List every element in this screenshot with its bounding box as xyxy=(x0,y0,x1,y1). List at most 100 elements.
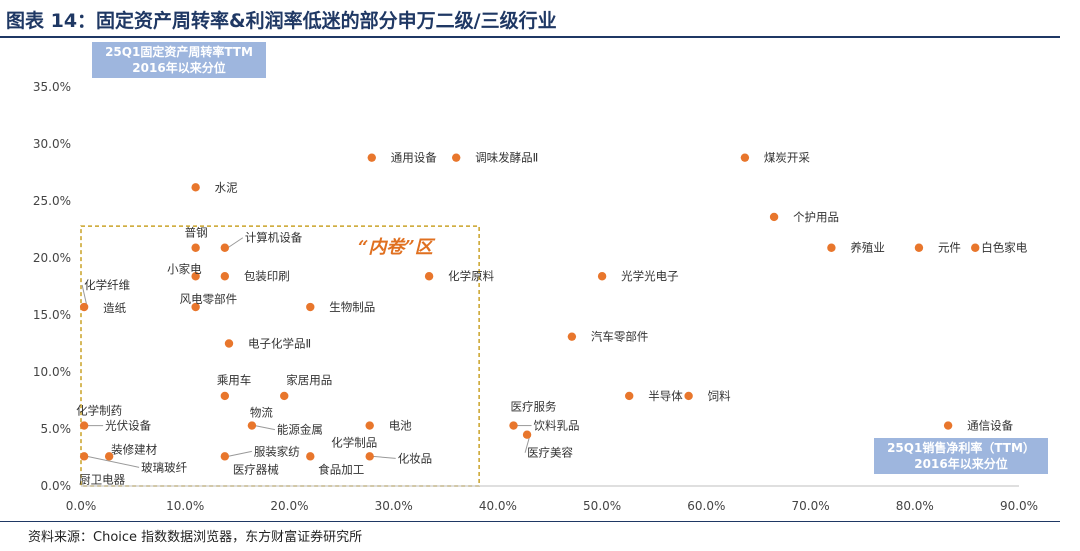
point-label: 调味发酵品Ⅱ xyxy=(475,151,538,165)
point-label: 元件 xyxy=(938,241,961,255)
point-label: 生物制品 xyxy=(329,300,375,314)
pt-e7949fe789a9e588b6e59381 xyxy=(306,302,315,312)
pt-e699aee992a2 xyxy=(191,243,200,252)
point-label: 化学原料 xyxy=(448,269,494,283)
point-label: 电池 xyxy=(389,419,412,433)
point-label: 包装印刷 xyxy=(244,269,290,283)
y-axis-note: 25Q1固定资产周转率TTM 2016年以来分位 xyxy=(92,42,266,78)
point-label: 物流 xyxy=(250,406,273,420)
point-label: 风电零部件 xyxy=(180,292,238,306)
pt-e6b1bde8bda6e99bb6e983a8e4bbb6 xyxy=(567,332,577,341)
pt-e8a385e4bfaee5bbbae69d90 xyxy=(104,452,114,461)
leader-line xyxy=(227,450,252,457)
x-tick-label: 50.0% xyxy=(583,499,621,513)
pt-e58ea8e58dabe794b5e599a8 xyxy=(79,452,89,461)
x-tick-label: 10.0% xyxy=(166,499,204,513)
point-label: 计算机设备 xyxy=(245,231,303,245)
chart-title: 图表 14：固定资产周转率&利润率低迷的部分申万二级/三级行业 xyxy=(6,10,557,32)
pt-e4b998e794a8e8bda6 xyxy=(220,391,230,401)
pt-e58c96e5ada6e58e9fe69699 xyxy=(424,272,434,281)
x-axis-note-line-2: 2016年以来分位 xyxy=(914,457,1008,471)
pt-e9809ae4bfa1e8aebee5a487 xyxy=(943,421,953,430)
source-rule xyxy=(0,521,1060,522)
point-label: 能源金属 xyxy=(277,423,323,437)
pt-e789a9e6b581 xyxy=(247,421,257,430)
point-label: 养殖业 xyxy=(850,241,885,255)
leader-line xyxy=(81,284,88,308)
leader-line xyxy=(254,425,276,431)
y-axis-note-line-1: 25Q1固定资产周转率TTM xyxy=(105,45,253,59)
x-tick-label: 90.0% xyxy=(1000,499,1038,513)
pt-e58c96e5ada6e7baa4e7bbb4 xyxy=(79,302,89,312)
x-tick-label: 70.0% xyxy=(791,499,829,513)
x-tick-label: 60.0% xyxy=(687,499,725,513)
point-labels: 通用设备 调味发酵品Ⅱ 煤炭开采水泥个护用品普钢 计算机设备养殖业 元件 白色家电小家电包… xyxy=(76,151,1028,487)
y-tick-label: 10.0% xyxy=(33,365,71,379)
point-label: 厨卫电器 xyxy=(79,472,125,486)
point-label: 电子化学品Ⅱ xyxy=(248,337,311,351)
point-label: 光学光电子 xyxy=(621,269,679,283)
pt-e4b8aae68aa4e794a8e59381 xyxy=(769,212,779,222)
y-tick-label: 5.0% xyxy=(41,422,72,436)
pt-e58583e4bbb6 xyxy=(914,243,924,252)
point-label: 化学纤维 xyxy=(84,278,130,292)
point-label: 食品加工 xyxy=(318,462,364,476)
pt-e8aea1e7ae97e69cbae8aebee5a487 xyxy=(220,243,230,252)
pt-e5b08fe5aeb6e794b5 xyxy=(191,272,200,281)
point-label: 水泥 xyxy=(215,180,238,194)
y-tick-label: 35.0% xyxy=(33,80,71,94)
pt-e69c8de8a385e5aeb6e7baba xyxy=(220,452,230,461)
y-tick-label: 20.0% xyxy=(33,251,71,265)
point-label: 煤炭开采 xyxy=(764,151,810,165)
x-tick-label: 0.0% xyxy=(66,499,97,513)
pt-e9a5b2e69699 xyxy=(684,391,693,401)
point-label: 光伏设备 xyxy=(105,419,151,433)
y-tick-label: 0.0% xyxy=(41,479,72,493)
point-label: 饮料乳品 xyxy=(534,419,580,433)
y-tick-label: 30.0% xyxy=(33,137,71,151)
x-ticks: 0.0% 10.0% 20.0% 30.0% 40.0% 50.0% 60.0% 70.0% 8… xyxy=(66,499,1038,513)
pt-e58589e5ada6e58589e794b5e5ad90 xyxy=(597,272,607,281)
y-ticks: 0.0% 5.0% 10.0% 15.0% 20.0% 25.0% 30.0% 35.0% xyxy=(33,80,71,493)
pt-e799bde889b2e5aeb6e794b5 xyxy=(971,243,980,252)
pt-e58cbbe79697e69c8de58aa1 xyxy=(509,421,518,430)
pt-e58cbbe79697e7be8ee5aeb9 xyxy=(522,430,532,439)
point-label: 通信设备 xyxy=(967,419,1013,433)
x-tick-label: 80.0% xyxy=(896,499,934,513)
point-label: 医疗器械 xyxy=(233,462,279,476)
point-label: 半导体 xyxy=(648,389,683,403)
point-label: 玻璃玻纤 xyxy=(141,460,187,474)
point-label: 普钢 xyxy=(185,226,208,240)
x-tick-label: 20.0% xyxy=(270,499,308,513)
point-label: 汽车零部件 xyxy=(591,330,649,344)
source-note: 资料来源：Choice 指数数据浏览器，东方财富证券研究所 xyxy=(28,530,363,545)
leader-line xyxy=(372,455,396,459)
point-label: 通用设备 xyxy=(391,151,437,165)
y-tick-label: 15.0% xyxy=(33,308,71,322)
pt-e58c85e8a385e58db0e588b7 xyxy=(220,272,230,281)
y-axis-note-line-2: 2016年以来分位 xyxy=(132,61,226,75)
pt-e58d8ae5afbce4bd93 xyxy=(625,391,634,401)
pt-e9809ae794a8e8aebee5a487 xyxy=(367,153,376,162)
x-axis-note-line-1: 25Q1销售净利率（TTM） xyxy=(887,441,1035,455)
point-label: 化妆品 xyxy=(398,451,433,465)
point-label: 乘用车 xyxy=(217,373,252,387)
point-label: 化学制药 xyxy=(76,404,122,418)
pt-e58c96e5ada6e588b6e59381 xyxy=(306,452,315,461)
points xyxy=(79,153,980,461)
leader-line xyxy=(227,237,244,249)
point-label: 家居用品 xyxy=(286,373,332,387)
pt-e5aeb6e5b185e794a8e59381 xyxy=(280,391,289,401)
point-label: 化学制品 xyxy=(331,435,377,449)
x-axis-note: 25Q1销售净利率（TTM） 2016年以来分位 xyxy=(874,438,1048,474)
pt-e58c96e5a686e59381 xyxy=(365,452,374,461)
title-rule xyxy=(0,36,1060,38)
point-label: 医疗美容 xyxy=(527,446,573,460)
leader-line xyxy=(87,455,140,468)
point-label: 饲料 xyxy=(708,389,731,403)
point-label: 造纸 xyxy=(103,301,126,315)
point-label: 小家电 xyxy=(167,262,202,276)
pt-e785a4e782ade5bc80e98787 xyxy=(740,153,750,162)
pt-e794b5e6b1a0 xyxy=(365,421,374,430)
point-label: 装修建材 xyxy=(111,442,157,456)
